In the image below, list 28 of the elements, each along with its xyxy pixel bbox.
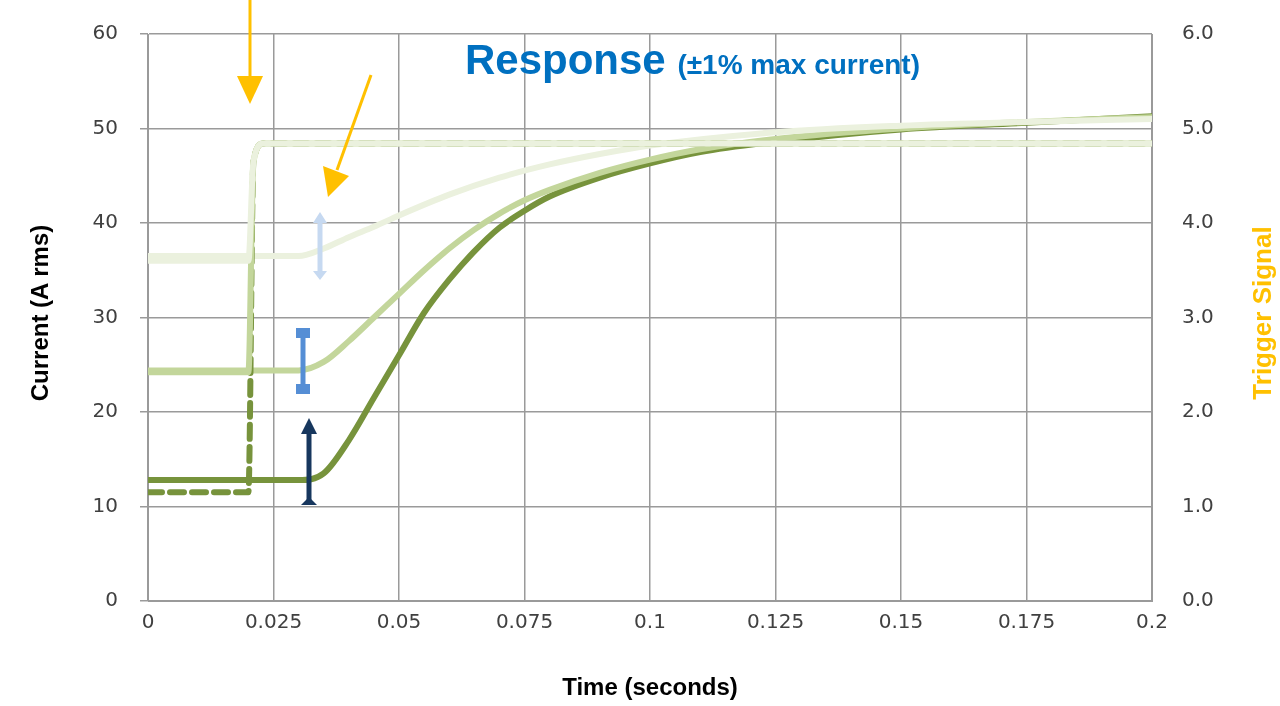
y2-tick-label: 3.0	[1182, 303, 1214, 328]
x-tick-label: 0.15	[878, 609, 924, 634]
x-axis-title: Time (seconds)	[561, 673, 739, 701]
y-tick-label: 20	[92, 398, 118, 423]
x-tick-label: 0.1	[634, 609, 666, 634]
y-tick-label: 0	[105, 587, 118, 612]
y-tick-label: 40	[92, 209, 118, 234]
y-axis-title: Current (A rms)	[26, 224, 54, 402]
y2-tick-label: 4.0	[1182, 209, 1214, 234]
x-tick-label: 0.125	[746, 609, 805, 634]
x-tick-label: 0.05	[376, 609, 422, 634]
x-tick-label: 0.075	[495, 609, 554, 634]
y-tick-label: 60	[92, 20, 118, 45]
x-tick-label: 0.025	[244, 609, 303, 634]
y2-tick-label: 2.0	[1182, 398, 1214, 423]
y2-tick-label: 1.0	[1182, 492, 1214, 517]
chart-title: Response	[465, 36, 666, 83]
y2-tick-label: 6.0	[1182, 20, 1214, 45]
y2-axis-title: Trigger Signal	[1246, 226, 1278, 400]
y-tick-label: 50	[92, 114, 118, 139]
x-tick-label: 0.175	[997, 609, 1056, 634]
y2-tick-label: 0.0	[1182, 587, 1214, 612]
text: (±1% max current)	[677, 49, 920, 80]
x-tick-label: 0	[141, 609, 155, 634]
y-tick-label: 30	[92, 303, 118, 328]
x-tick-label: 0.2	[1136, 609, 1168, 634]
y-tick-label: 10	[92, 492, 118, 517]
y2-tick-label: 5.0	[1182, 114, 1214, 139]
